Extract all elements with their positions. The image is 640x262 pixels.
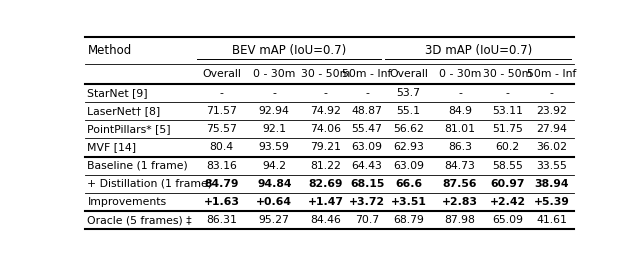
Text: -: - bbox=[506, 88, 509, 98]
Text: 63.09: 63.09 bbox=[393, 161, 424, 171]
Text: 84.79: 84.79 bbox=[205, 179, 239, 189]
Text: 87.98: 87.98 bbox=[445, 215, 476, 225]
Text: 56.62: 56.62 bbox=[393, 124, 424, 134]
Text: 68.79: 68.79 bbox=[393, 215, 424, 225]
Text: 93.59: 93.59 bbox=[259, 143, 290, 152]
Text: 84.9: 84.9 bbox=[448, 106, 472, 116]
Text: StarNet [9]: StarNet [9] bbox=[88, 88, 148, 98]
Text: 81.01: 81.01 bbox=[444, 124, 476, 134]
Text: 80.4: 80.4 bbox=[210, 143, 234, 152]
Text: 48.87: 48.87 bbox=[351, 106, 383, 116]
Text: BEV mAP (IoU=0.7): BEV mAP (IoU=0.7) bbox=[232, 44, 346, 57]
Text: 86.31: 86.31 bbox=[206, 215, 237, 225]
Text: 41.61: 41.61 bbox=[536, 215, 567, 225]
Text: Oracle (5 frames) ‡: Oracle (5 frames) ‡ bbox=[88, 215, 192, 225]
Text: +2.42: +2.42 bbox=[490, 197, 525, 207]
Text: 82.69: 82.69 bbox=[308, 179, 343, 189]
Text: + Distillation (1 frame): + Distillation (1 frame) bbox=[88, 179, 212, 189]
Text: -: - bbox=[324, 88, 328, 98]
Text: 87.56: 87.56 bbox=[443, 179, 477, 189]
Text: 94.2: 94.2 bbox=[262, 161, 286, 171]
Text: 53.7: 53.7 bbox=[397, 88, 420, 98]
Text: 60.2: 60.2 bbox=[495, 143, 520, 152]
Text: 70.7: 70.7 bbox=[355, 215, 379, 225]
Text: LaserNet† [8]: LaserNet† [8] bbox=[88, 106, 161, 116]
Text: 23.92: 23.92 bbox=[536, 106, 567, 116]
Text: 62.93: 62.93 bbox=[393, 143, 424, 152]
Text: 92.94: 92.94 bbox=[259, 106, 290, 116]
Text: 84.46: 84.46 bbox=[310, 215, 341, 225]
Text: Overall: Overall bbox=[202, 69, 241, 79]
Text: 83.16: 83.16 bbox=[206, 161, 237, 171]
Text: 86.3: 86.3 bbox=[448, 143, 472, 152]
Text: 36.02: 36.02 bbox=[536, 143, 567, 152]
Text: 53.11: 53.11 bbox=[492, 106, 523, 116]
Text: +5.39: +5.39 bbox=[534, 197, 570, 207]
Text: +1.47: +1.47 bbox=[308, 197, 344, 207]
Text: 51.75: 51.75 bbox=[492, 124, 523, 134]
Text: 27.94: 27.94 bbox=[536, 124, 567, 134]
Text: 3D mAP (IoU=0.7): 3D mAP (IoU=0.7) bbox=[424, 44, 532, 57]
Text: 60.97: 60.97 bbox=[490, 179, 525, 189]
Text: MVF [14]: MVF [14] bbox=[88, 143, 136, 152]
Text: 63.09: 63.09 bbox=[351, 143, 383, 152]
Text: PointPillars* [5]: PointPillars* [5] bbox=[88, 124, 171, 134]
Text: 75.57: 75.57 bbox=[206, 124, 237, 134]
Text: 50m - Inf: 50m - Inf bbox=[342, 69, 392, 79]
Text: +1.63: +1.63 bbox=[204, 197, 240, 207]
Text: -: - bbox=[220, 88, 224, 98]
Text: +0.64: +0.64 bbox=[256, 197, 292, 207]
Text: 68.15: 68.15 bbox=[350, 179, 384, 189]
Text: 79.21: 79.21 bbox=[310, 143, 341, 152]
Text: 92.1: 92.1 bbox=[262, 124, 286, 134]
Text: 55.47: 55.47 bbox=[351, 124, 383, 134]
Text: 0 - 30m: 0 - 30m bbox=[253, 69, 296, 79]
Text: -: - bbox=[458, 88, 462, 98]
Text: +2.83: +2.83 bbox=[442, 197, 478, 207]
Text: 58.55: 58.55 bbox=[492, 161, 523, 171]
Text: Improvements: Improvements bbox=[88, 197, 166, 207]
Text: 0 - 30m: 0 - 30m bbox=[439, 69, 481, 79]
Text: 38.94: 38.94 bbox=[534, 179, 569, 189]
Text: Method: Method bbox=[88, 44, 132, 57]
Text: 64.43: 64.43 bbox=[351, 161, 383, 171]
Text: 65.09: 65.09 bbox=[492, 215, 523, 225]
Text: 50m - Inf: 50m - Inf bbox=[527, 69, 576, 79]
Text: -: - bbox=[550, 88, 554, 98]
Text: 30 - 50m: 30 - 50m bbox=[483, 69, 532, 79]
Text: Baseline (1 frame): Baseline (1 frame) bbox=[88, 161, 188, 171]
Text: Overall: Overall bbox=[389, 69, 428, 79]
Text: 74.06: 74.06 bbox=[310, 124, 341, 134]
Text: 81.22: 81.22 bbox=[310, 161, 341, 171]
Text: 74.92: 74.92 bbox=[310, 106, 341, 116]
Text: 30 - 50m: 30 - 50m bbox=[301, 69, 350, 79]
Text: 66.6: 66.6 bbox=[395, 179, 422, 189]
Text: 95.27: 95.27 bbox=[259, 215, 290, 225]
Text: 55.1: 55.1 bbox=[397, 106, 420, 116]
Text: +3.72: +3.72 bbox=[349, 197, 385, 207]
Text: 33.55: 33.55 bbox=[536, 161, 567, 171]
Text: -: - bbox=[273, 88, 276, 98]
Text: 84.73: 84.73 bbox=[445, 161, 476, 171]
Text: +3.51: +3.51 bbox=[390, 197, 427, 207]
Text: 94.84: 94.84 bbox=[257, 179, 292, 189]
Text: -: - bbox=[365, 88, 369, 98]
Text: 71.57: 71.57 bbox=[206, 106, 237, 116]
